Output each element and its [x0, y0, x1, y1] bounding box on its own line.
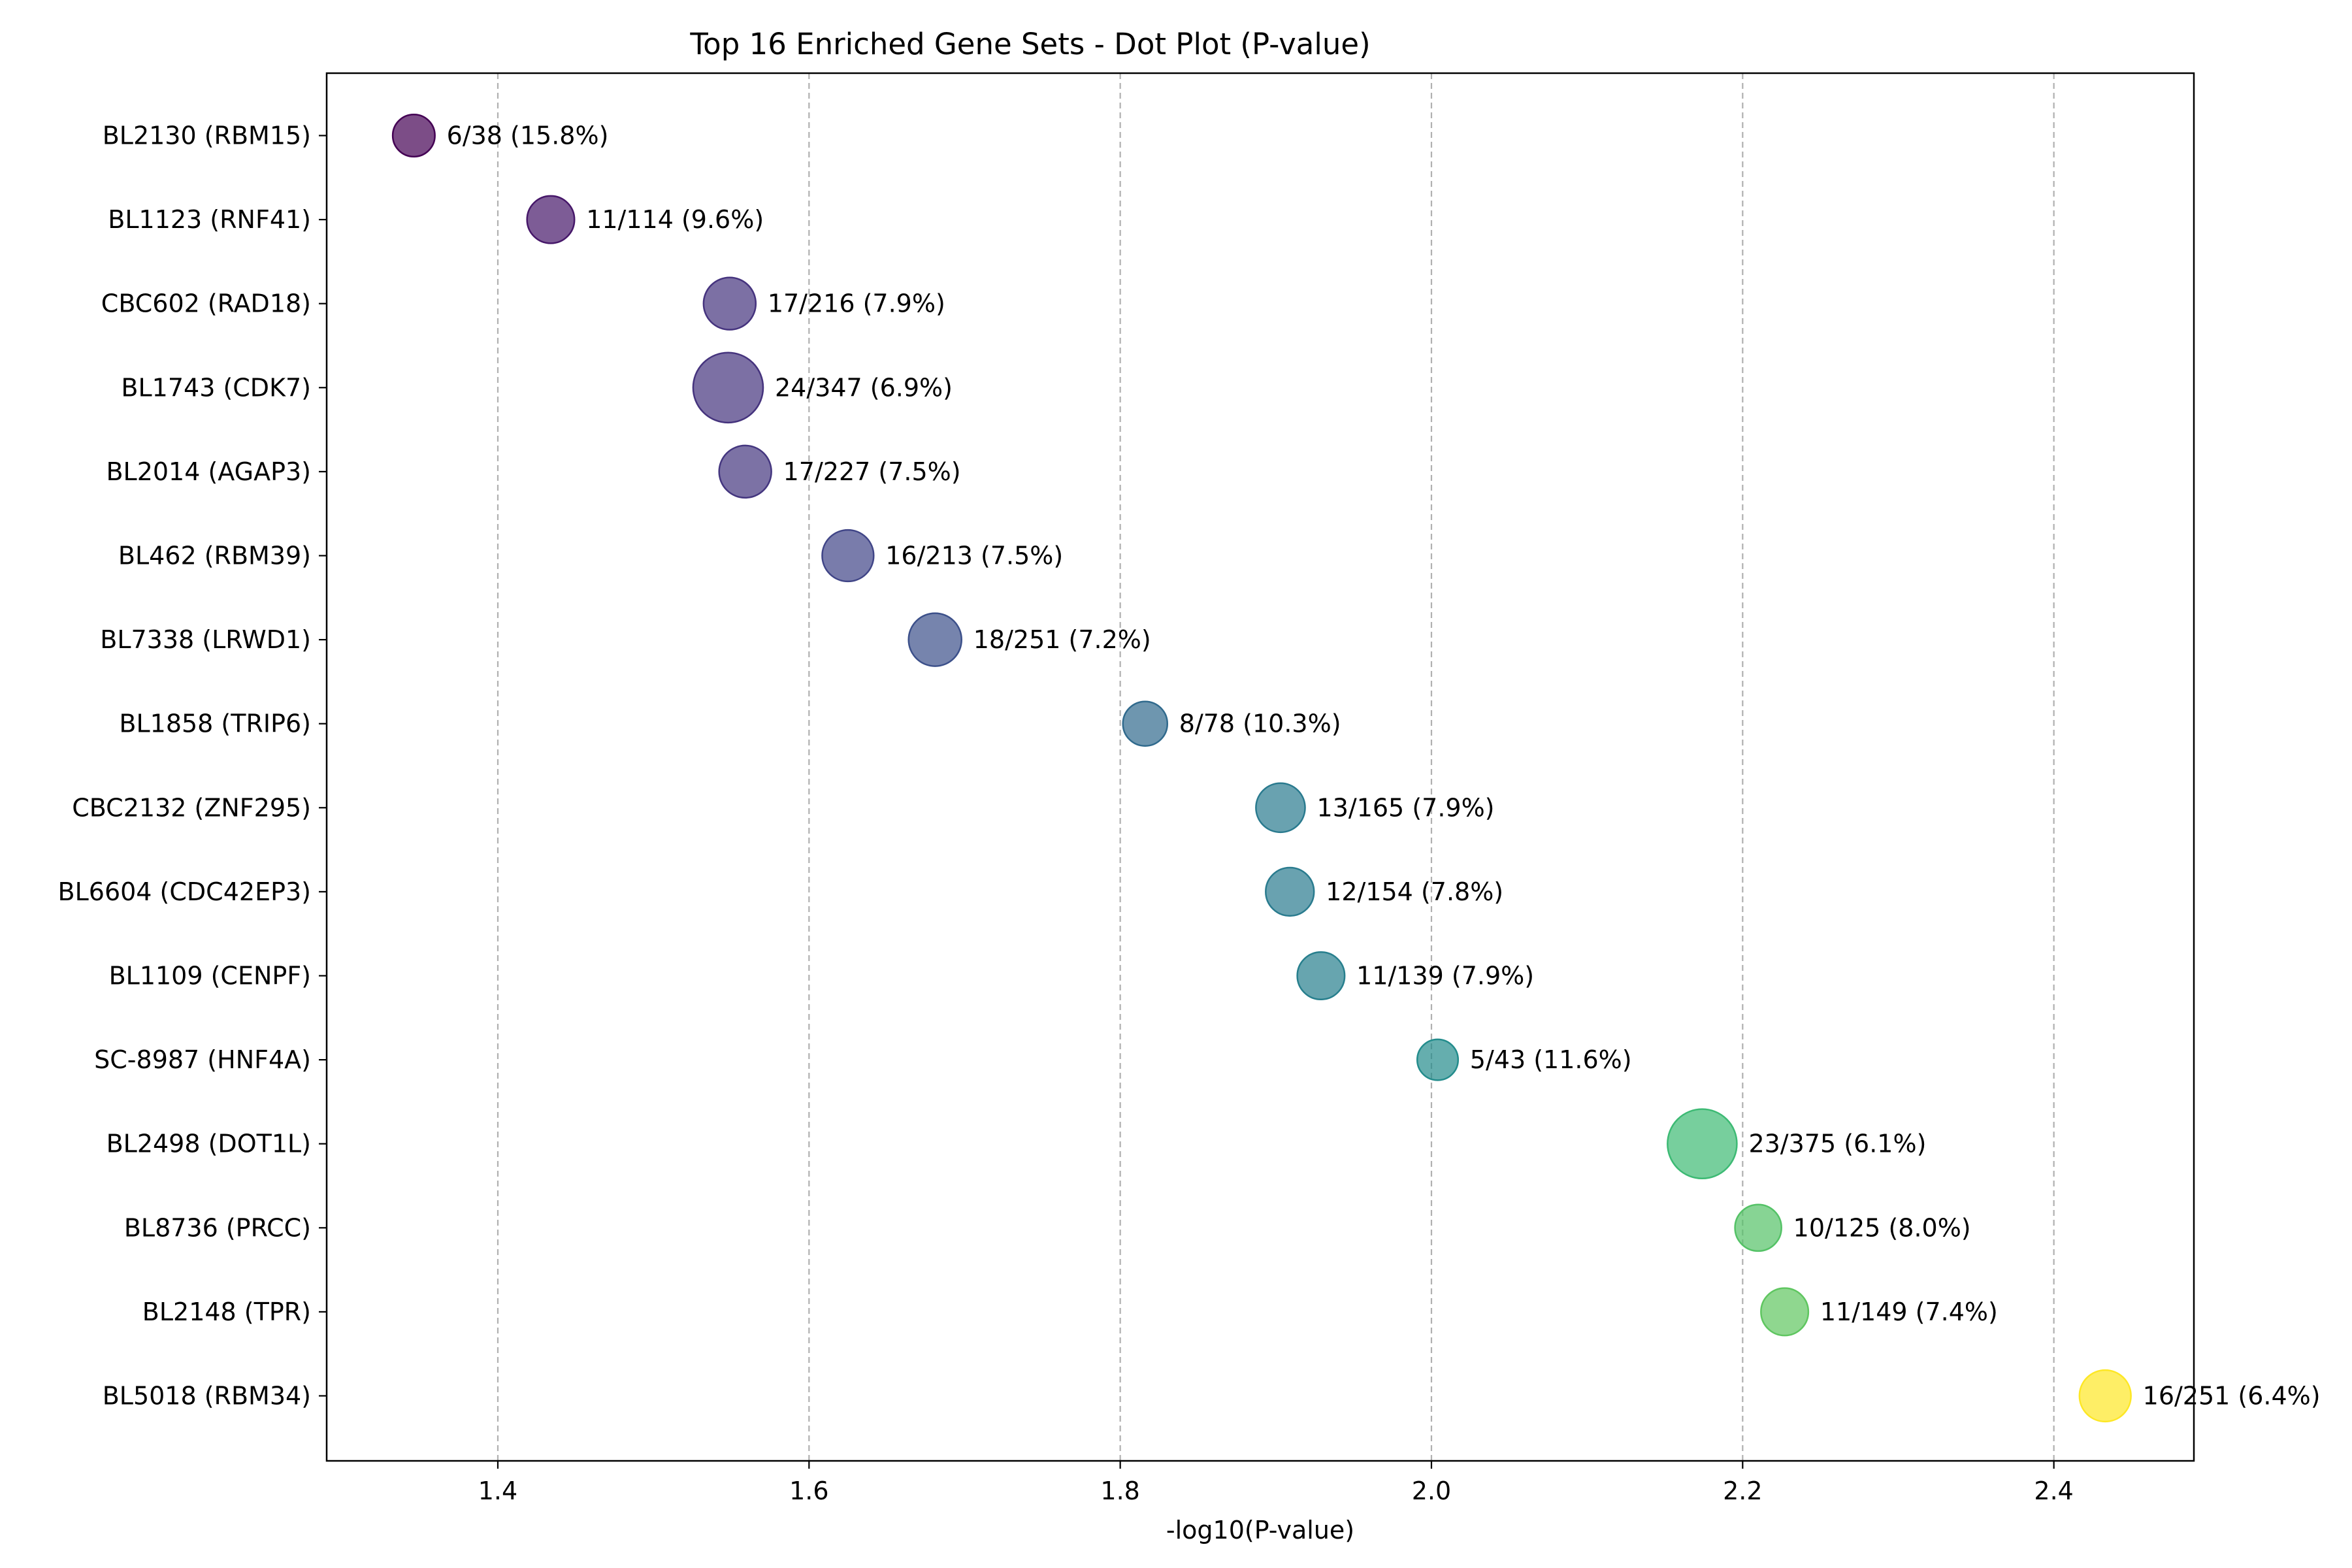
data-dot	[1265, 866, 1315, 917]
dot-annotation: 8/78 (10.3%)	[1179, 710, 1341, 738]
dot-annotation: 16/251 (6.4%)	[2143, 1382, 2321, 1411]
data-dot	[907, 612, 962, 667]
y-tick-label: SC-8987 (HNF4A)	[94, 1045, 311, 1074]
y-tick-label: BL1858 (TRIP6)	[119, 710, 311, 738]
data-dot	[718, 444, 772, 499]
dot-annotation: 16/213 (7.5%)	[885, 542, 1063, 570]
data-dot	[821, 529, 875, 583]
data-dot	[1667, 1108, 1738, 1180]
y-tick-label: BL2014 (AGAP3)	[106, 457, 311, 486]
y-axis-ticks: BL2130 (RBM15) BL1123 (RNF41) CBC602 (RAD1…	[58, 122, 327, 1411]
dot-annotation: 10/125 (8.0%)	[1793, 1213, 1971, 1242]
x-tick-label: 2.2	[1723, 1477, 1762, 1505]
dot-annotation: 11/114 (9.6%)	[586, 205, 764, 234]
dot-annotation: 13/165 (7.9%)	[1317, 793, 1495, 822]
data-dot	[391, 113, 436, 158]
dot-annotation: 23/375 (6.1%)	[1748, 1130, 1926, 1158]
dot-annotation: 11/139 (7.9%)	[1356, 962, 1534, 990]
dot-annotation: 24/347 (6.9%)	[775, 373, 953, 402]
data-dot	[2078, 1369, 2132, 1423]
y-tick-label: BL7338 (LRWD1)	[100, 625, 311, 654]
x-axis-label: -log10(P-value)	[1166, 1516, 1354, 1544]
x-axis-ticks: 1.4 1.6 1.8 2.0 2.2 2.4	[478, 1461, 2074, 1505]
x-tick-label: 1.4	[478, 1477, 517, 1505]
dot-annotation: 5/43 (11.6%)	[1470, 1045, 1632, 1074]
y-tick-label: BL1109 (CENPF)	[109, 962, 311, 990]
data-dot	[1760, 1287, 1810, 1337]
y-tick-label: BL1743 (CDK7)	[121, 373, 311, 402]
dot-annotation: 17/227 (7.5%)	[783, 457, 961, 486]
y-tick-label: BL2130 (RBM15)	[103, 122, 311, 150]
data-dot	[1296, 951, 1346, 1001]
x-tick-label: 1.8	[1100, 1477, 1139, 1505]
dot-annotation: 17/216 (7.9%)	[768, 289, 945, 318]
dots	[391, 113, 2132, 1423]
dot-annotation: 6/38 (15.8%)	[447, 122, 609, 150]
x-tick-label: 2.4	[2034, 1477, 2073, 1505]
y-tick-label: BL8736 (PRCC)	[124, 1213, 311, 1242]
y-tick-label: CBC2132 (ZNF295)	[72, 793, 311, 822]
data-dot	[702, 276, 757, 331]
x-tick-label: 1.6	[789, 1477, 828, 1505]
y-tick-label: BL2498 (DOT1L)	[106, 1130, 311, 1158]
y-tick-label: BL462 (RBM39)	[118, 542, 311, 570]
y-tick-label: BL5018 (RBM34)	[103, 1382, 311, 1411]
dot-annotation: 12/154 (7.8%)	[1326, 877, 1503, 906]
y-tick-label: BL6604 (CDC42EP3)	[58, 877, 311, 906]
y-tick-label: BL2148 (TPR)	[142, 1298, 311, 1326]
y-tick-label: CBC602 (RAD18)	[101, 289, 311, 318]
dot-annotation: 18/251 (7.2%)	[973, 625, 1151, 654]
data-dot	[1416, 1038, 1460, 1081]
data-dot	[1734, 1203, 1782, 1252]
dot-annotations: 6/38 (15.8%) 11/114 (9.6%) 17/216 (7.9%) 24…	[447, 122, 2321, 1411]
x-tick-label: 2.0	[1412, 1477, 1451, 1505]
plot-frame	[325, 72, 2195, 1462]
dot-annotation: 11/149 (7.4%)	[1820, 1298, 1998, 1326]
chart-title: Top 16 Enriched Gene Sets - Dot Plot (P-…	[689, 27, 1370, 61]
y-tick-label: BL1123 (RNF41)	[108, 205, 311, 234]
data-dot	[1122, 700, 1169, 747]
data-dot	[526, 195, 576, 244]
data-dot	[692, 351, 764, 424]
data-dot	[1255, 782, 1306, 834]
